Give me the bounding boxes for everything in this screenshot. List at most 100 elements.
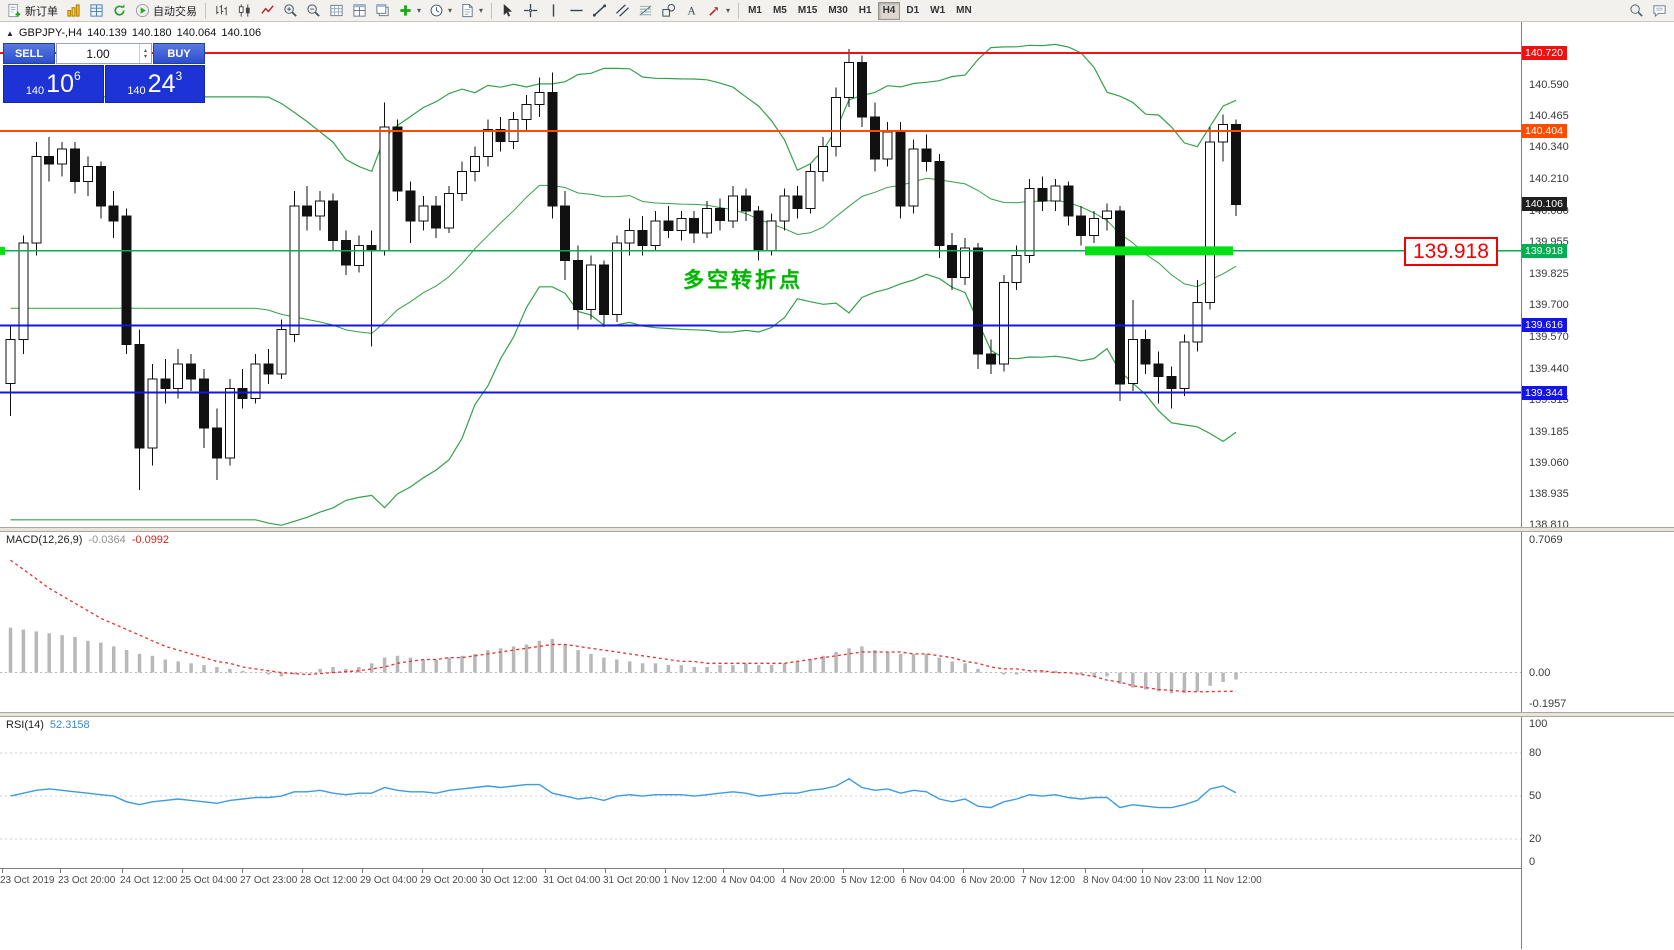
shapes-icon (661, 3, 676, 18)
candle (856, 62, 867, 118)
macd-signal-value: -0.0992 (131, 534, 170, 546)
hline-button[interactable] (565, 1, 588, 21)
timeframe-button-M5[interactable]: M5 (768, 2, 792, 20)
candle (947, 245, 958, 279)
macd-panel-canvas[interactable] (0, 532, 1521, 712)
market-watch-button[interactable] (62, 1, 85, 21)
cascade-windows-button[interactable] (371, 1, 394, 21)
grid-button[interactable] (325, 1, 348, 21)
text-button[interactable]: A (680, 1, 703, 21)
time-tick (1205, 869, 1206, 873)
main-chart-canvas[interactable] (0, 22, 1521, 527)
candle (560, 205, 571, 261)
timeframe-button-H1[interactable]: H1 (854, 2, 877, 20)
timeframe-button-M1[interactable]: M1 (743, 2, 767, 20)
candle (624, 230, 635, 244)
ohlc-close: 140.106 (221, 27, 262, 39)
candle (1063, 185, 1074, 217)
candle (224, 388, 235, 459)
candlestick-button[interactable] (233, 1, 256, 21)
time-tick-label: 11 Nov 12:00 (1203, 875, 1262, 886)
refresh-icon (112, 3, 127, 18)
cursor-button[interactable] (496, 1, 519, 21)
price-axis[interactable]: 140.590140.465140.340140.210140.080139.9… (1521, 22, 1674, 949)
zoom-out-button[interactable] (302, 1, 325, 21)
chat-button[interactable] (1648, 1, 1671, 21)
line-chart-button[interactable] (256, 1, 279, 21)
channel-button[interactable] (611, 1, 634, 21)
candle (689, 217, 700, 234)
macd-signal-line (10, 559, 1237, 693)
indicators-button[interactable]: ▾ (394, 1, 425, 21)
candle (534, 91, 545, 106)
candle (418, 205, 429, 222)
timeframe-button-H4[interactable]: H4 (877, 1, 901, 20)
spinner-down-icon[interactable]: ▾ (143, 53, 147, 60)
timeframe-button-M15[interactable]: M15 (793, 2, 822, 20)
time-axis[interactable]: 23 Oct 2019 23 Oct 20:00 24 Oct 12:00 25 Oc… (0, 868, 1521, 950)
bar-chart-icon (214, 3, 229, 18)
candle (366, 245, 377, 251)
tile-windows-icon (352, 3, 367, 18)
volume-value: 1.00 (86, 46, 110, 61)
rsi-scale-label: 20 (1529, 833, 1542, 846)
fibonacci-button[interactable] (634, 1, 657, 21)
buy-price-button[interactable]: 140 24 3 (104, 65, 205, 103)
time-tick (545, 869, 546, 873)
candle (70, 148, 80, 182)
tile-windows-button[interactable] (348, 1, 371, 21)
time-tick-label: 31 Oct 04:00 (543, 875, 601, 886)
rsi-line (10, 777, 1237, 809)
candle (882, 131, 893, 160)
toolbar: 新订单 自动交易 ▾ ▾ ▾ A ▾ M1 M5 M15 M30 H1 H4 D1 W1 MN (0, 0, 1674, 22)
timeframe-button-W1[interactable]: W1 (925, 2, 950, 20)
price-callout-label[interactable]: 139.918 (1404, 237, 1498, 266)
candle (289, 205, 300, 335)
timeframe-button-MN[interactable]: MN (951, 2, 977, 20)
price-tick-label: 139.185 (1529, 425, 1569, 438)
time-tick (665, 869, 666, 873)
buy-button[interactable]: BUY (153, 43, 205, 64)
search-button[interactable] (1625, 1, 1648, 21)
time-tick-label: 8 Nov 04:00 (1083, 875, 1137, 886)
timeframe-button-M30[interactable]: M30 (823, 2, 852, 20)
volume-input[interactable]: 1.00 ▴ ▾ (56, 43, 152, 64)
template-button[interactable]: ▾ (456, 1, 487, 21)
sell-button[interactable]: SELL (3, 43, 55, 64)
time-tick (482, 869, 483, 873)
cursor-icon (500, 3, 515, 18)
bar-chart-button[interactable] (210, 1, 233, 21)
sell-price-button[interactable]: 140 10 6 (3, 65, 104, 103)
arrows-button[interactable]: ▾ (703, 1, 734, 21)
candle (805, 170, 816, 209)
new-order-button[interactable]: 新订单 (3, 1, 62, 21)
periods-button[interactable]: ▾ (425, 1, 456, 21)
crosshair-button[interactable] (519, 1, 542, 21)
trendline-button[interactable] (588, 1, 611, 21)
collapse-triangle-icon[interactable]: ▲ (6, 28, 14, 38)
time-tick (903, 869, 904, 873)
rsi-panel-splitter[interactable] (0, 712, 1674, 717)
candle (199, 378, 209, 429)
candle (18, 242, 29, 340)
chart-annotation-text[interactable]: 多空转折点 (683, 269, 803, 292)
candle (831, 96, 842, 148)
vline-button[interactable] (542, 1, 565, 21)
timeframe-button-D1[interactable]: D1 (901, 2, 924, 20)
spinner-up-icon[interactable]: ▴ (143, 47, 147, 54)
rsi-panel-canvas[interactable] (0, 717, 1521, 868)
data-window-button[interactable] (85, 1, 108, 21)
time-tick-label: 31 Oct 20:00 (603, 875, 661, 886)
candle (727, 195, 738, 222)
zoom-in-button[interactable] (279, 1, 302, 21)
shapes-button[interactable] (657, 1, 680, 21)
volume-spinner[interactable]: ▴ ▾ (139, 44, 151, 63)
time-tick (605, 869, 606, 873)
price-line-tag: 139.918 (1522, 243, 1567, 258)
refresh-button[interactable] (108, 1, 131, 21)
macd-panel-splitter[interactable] (0, 527, 1674, 532)
macd-label: MACD(12,26,9) -0.0364 -0.0992 (6, 534, 169, 546)
data-window-icon (89, 3, 104, 18)
candle (611, 242, 622, 316)
autotrading-button[interactable]: 自动交易 (131, 1, 201, 21)
